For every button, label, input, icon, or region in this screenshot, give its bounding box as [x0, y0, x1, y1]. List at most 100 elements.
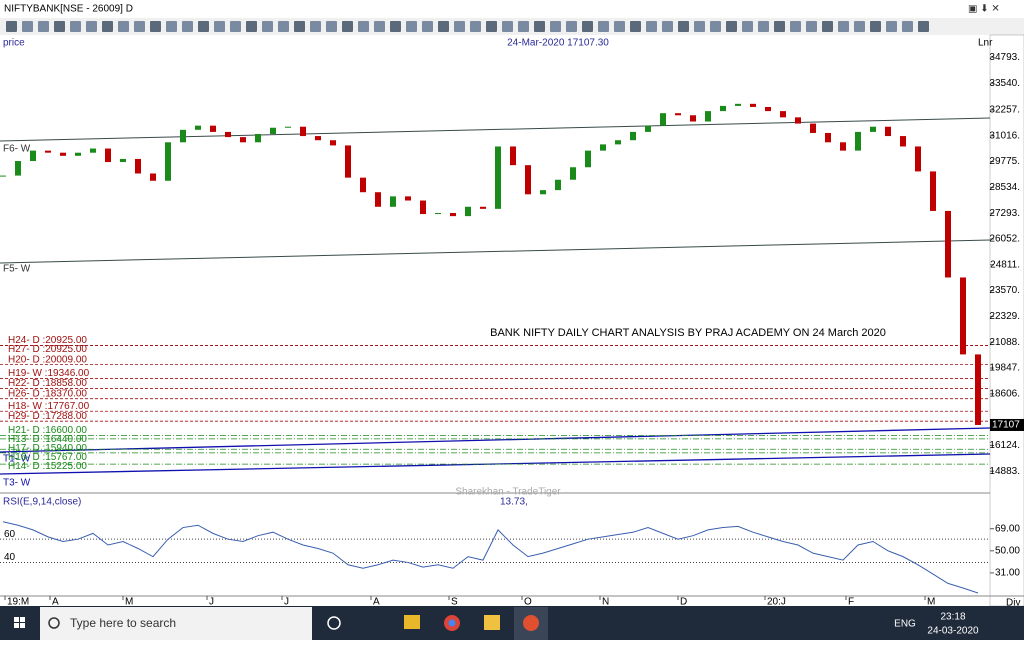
candle [915, 146, 921, 172]
candle [900, 136, 906, 147]
toolbar-icon[interactable] [358, 21, 369, 32]
annotation: BANK NIFTY DAILY CHART ANALYSIS BY PRAJ … [490, 327, 886, 339]
window-buttons[interactable]: ▣ ⬇ ✕ [968, 4, 1000, 15]
rsi-label: RSI(E,9,14,close) [3, 497, 81, 508]
candle [255, 133, 261, 143]
clock-date[interactable]: 24-03-2020 [927, 626, 979, 637]
rsi-tick-label: 69.00 [995, 523, 1020, 534]
toolbar-icon[interactable] [22, 21, 33, 32]
price-label: price [3, 38, 25, 49]
toolbar-icon[interactable] [854, 21, 865, 32]
toolbar-icon[interactable] [390, 21, 401, 32]
toolbar-icon[interactable] [470, 21, 481, 32]
toolbar-icon[interactable] [294, 21, 305, 32]
toolbar-icon[interactable] [118, 21, 129, 32]
toolbar-icon[interactable] [198, 21, 209, 32]
candle [705, 111, 711, 122]
explorer-icon[interactable] [404, 615, 420, 629]
toolbar-icon[interactable] [630, 21, 641, 32]
clock-time[interactable]: 23:18 [940, 612, 965, 623]
candle [675, 113, 681, 116]
toolbar-icon[interactable] [806, 21, 817, 32]
candle [150, 173, 156, 181]
toolbar-icon[interactable] [150, 21, 161, 32]
toolbar-icon[interactable] [870, 21, 881, 32]
candle [15, 161, 21, 176]
toolbar-icon[interactable] [230, 21, 241, 32]
search-box[interactable] [40, 607, 312, 640]
toolbar-icon[interactable] [310, 21, 321, 32]
y-tick-label: 24811. [990, 259, 1020, 270]
toolbar-icon[interactable] [614, 21, 625, 32]
toolbar-icon[interactable] [374, 21, 385, 32]
toolbar-icon[interactable] [550, 21, 561, 32]
toolbar-icon[interactable] [86, 21, 97, 32]
toolbar-icon[interactable] [214, 21, 225, 32]
toolbar-icon[interactable] [70, 21, 81, 32]
candle [570, 167, 576, 180]
toolbar-icon[interactable] [454, 21, 465, 32]
candle [645, 125, 651, 132]
toolbar-icon[interactable] [662, 21, 673, 32]
candle [555, 179, 561, 191]
toolbar-icon[interactable] [134, 21, 145, 32]
toolbar-icon[interactable] [758, 21, 769, 32]
toolbar-icon[interactable] [502, 21, 513, 32]
toolbar-icon[interactable] [182, 21, 193, 32]
toolbar-icon[interactable] [886, 21, 897, 32]
toolbar-icon[interactable] [534, 21, 545, 32]
toolbar-icon[interactable] [742, 21, 753, 32]
y-tick-label: 27293. [989, 208, 1020, 219]
toolbar-icon[interactable] [694, 21, 705, 32]
candle [615, 140, 621, 145]
toolbar-icon[interactable] [598, 21, 609, 32]
toolbar-icon[interactable] [278, 21, 289, 32]
toolbar-icon[interactable] [646, 21, 657, 32]
toolbar-icon[interactable] [6, 21, 17, 32]
x-tick-label: O [524, 597, 532, 608]
x-tick-label: A [373, 597, 380, 608]
toolbar-icon[interactable] [726, 21, 737, 32]
window-title: NIFTYBANK[NSE - 26009] D [4, 4, 133, 15]
toolbar-icon[interactable] [902, 21, 913, 32]
toolbar-icon[interactable] [710, 21, 721, 32]
candle [225, 131, 231, 138]
language[interactable]: ENG [894, 619, 916, 630]
toolbar-icon[interactable] [582, 21, 593, 32]
toolbar-icon[interactable] [774, 21, 785, 32]
toolbar-icon[interactable] [838, 21, 849, 32]
toolbar-icon[interactable] [566, 21, 577, 32]
candle [510, 146, 516, 166]
task-view[interactable] [327, 616, 341, 630]
rsi-tick-label: 31.00 [995, 568, 1020, 579]
toolbar-icon[interactable] [822, 21, 833, 32]
toolbar-icon[interactable] [342, 21, 353, 32]
candle [630, 131, 636, 141]
candle [300, 126, 306, 137]
y-tick-label: 29775. [989, 156, 1020, 167]
toolbar-icon[interactable] [678, 21, 689, 32]
toolbar-icon[interactable] [102, 21, 113, 32]
toolbar-icon[interactable] [262, 21, 273, 32]
candle [840, 142, 846, 151]
toolbar-icon[interactable] [422, 21, 433, 32]
candle [45, 150, 51, 153]
app-icon[interactable] [484, 615, 500, 630]
toolbar-icon[interactable] [326, 21, 337, 32]
toolbar-icon[interactable] [406, 21, 417, 32]
toolbar-icon[interactable] [438, 21, 449, 32]
toolbar-icon[interactable] [38, 21, 49, 32]
toolbar-icon[interactable] [790, 21, 801, 32]
trend-label: T1- W [3, 454, 31, 465]
toolbar-icon[interactable] [166, 21, 177, 32]
y-tick-label: 23570. [989, 285, 1020, 296]
toolbar-icon[interactable] [54, 21, 65, 32]
y-tick-label: 16124. [989, 440, 1020, 451]
toolbar-icon[interactable] [918, 21, 929, 32]
toolbar-icon[interactable] [518, 21, 529, 32]
toolbar-icon[interactable] [486, 21, 497, 32]
candle [270, 127, 276, 134]
candle [975, 354, 981, 425]
toolbar-icon[interactable] [246, 21, 257, 32]
